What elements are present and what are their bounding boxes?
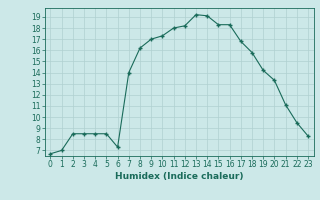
X-axis label: Humidex (Indice chaleur): Humidex (Indice chaleur)	[115, 172, 244, 181]
